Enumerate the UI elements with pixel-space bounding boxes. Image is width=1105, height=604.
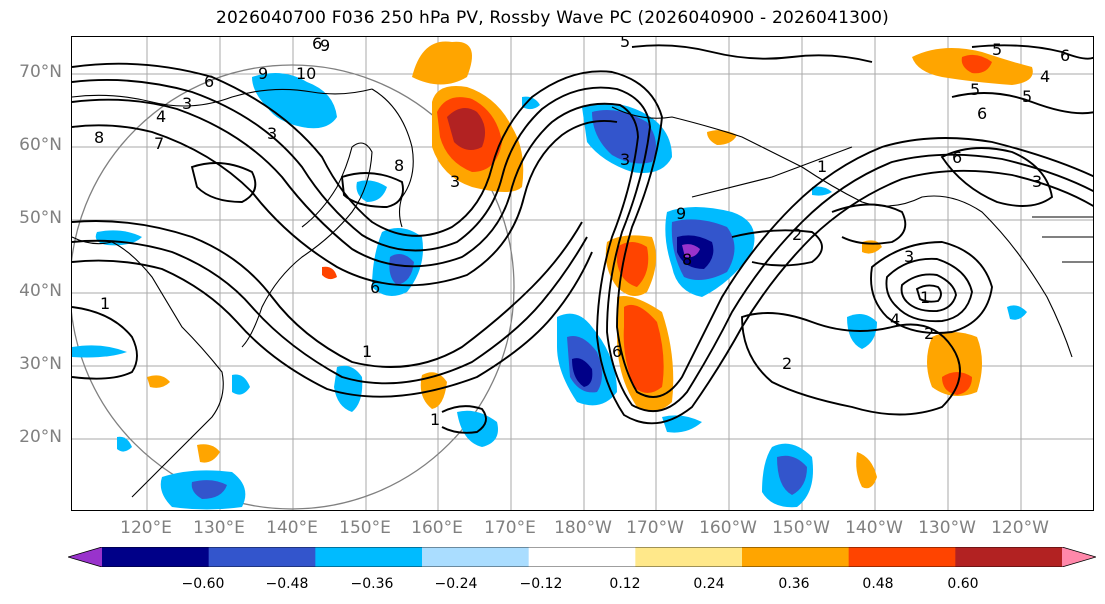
colorbar-tick: −0.36 [350, 576, 394, 592]
lon-label-160e: 160°E [411, 518, 463, 538]
lon-label-180w: 180°W [554, 518, 612, 538]
colorbar-tick: −0.12 [519, 576, 563, 592]
colorbar-svg [66, 546, 1098, 568]
colorbar-segment [208, 547, 316, 567]
contour-label: 8 [394, 156, 404, 175]
colorbar-tick: 0.60 [947, 576, 979, 592]
lat-label-60n: 60°N [19, 135, 62, 155]
contour-label: 3 [267, 124, 277, 143]
colorbar-segment [102, 547, 210, 567]
contour-label: 3 [182, 94, 192, 113]
lon-label-160w: 160°W [699, 518, 757, 538]
contour-label: 3 [450, 172, 460, 191]
colorbar-segment [315, 547, 423, 567]
contour-label: 6 [977, 104, 987, 123]
contour-value-labels: 9 10 6 3 4 8 7 3 8 3 6 1 6 1 6 9 8 3 9 1… [94, 37, 1070, 429]
colorbar-tick: 0.24 [693, 576, 725, 592]
contour-label: 1 [362, 342, 372, 361]
contour-label: 7 [154, 134, 164, 153]
contour-label: 6 [1060, 46, 1070, 65]
contour-label: 2 [924, 324, 934, 343]
contour-label: 8 [94, 128, 104, 147]
lon-label-130w: 130°W [918, 518, 976, 538]
contour-label: 6 [952, 148, 962, 167]
contour-label: 2 [792, 225, 802, 244]
contour-label: 6 [612, 342, 622, 361]
map-canvas: 9 10 6 3 4 8 7 3 8 3 6 1 6 1 6 9 8 3 9 1… [72, 37, 1093, 510]
colorbar-tick: −0.48 [265, 576, 309, 592]
contour-label: 9 [258, 64, 268, 83]
contour-label: 10 [296, 64, 316, 83]
lat-label-30n: 30°N [19, 354, 62, 374]
pv-contours [72, 44, 1093, 434]
colorbar-segment [742, 547, 850, 567]
contour-label: 3 [904, 247, 914, 266]
contour-label: 1 [817, 157, 827, 176]
contour-label: 6 [312, 37, 322, 53]
lon-label-120w: 120°W [991, 518, 1049, 538]
contour-label: 5 [992, 40, 1002, 59]
colorbar [66, 546, 1098, 568]
colorbar-segment [848, 547, 956, 567]
lon-label-140e: 140°E [266, 518, 318, 538]
contour-label: 4 [156, 107, 166, 126]
lon-label-150w: 150°W [772, 518, 830, 538]
chart-title: 2026040700 F036 250 hPa PV, Rossby Wave … [216, 8, 889, 28]
contour-label: 9 [320, 37, 330, 55]
contour-label: 5 [970, 80, 980, 99]
contour-label: 5 [620, 37, 630, 51]
colorbar-segment [1062, 547, 1096, 567]
colorbar-tick: 0.12 [609, 576, 641, 592]
lat-label-20n: 20°N [19, 427, 62, 447]
contour-label: 4 [890, 310, 900, 329]
contour-label: 1 [100, 294, 110, 313]
contour-label: 6 [370, 278, 380, 297]
contour-label: 6 [204, 72, 214, 91]
lon-label-170e: 170°E [484, 518, 536, 538]
lon-label-140w: 140°W [845, 518, 903, 538]
reference-circle [72, 64, 515, 510]
contour-label: 1 [430, 410, 440, 429]
lat-label-70n: 70°N [19, 62, 62, 82]
contour-label: 2 [782, 354, 792, 373]
contour-label: 9 [676, 204, 686, 223]
colorbar-segment [422, 547, 530, 567]
lon-label-120e: 120°E [120, 518, 172, 538]
lon-label-130e: 130°E [193, 518, 245, 538]
colorbar-tick: −0.60 [181, 576, 225, 592]
lat-label-40n: 40°N [19, 281, 62, 301]
colorbar-tick: −0.24 [434, 576, 478, 592]
lat-label-50n: 50°N [19, 208, 62, 228]
contour-label: 3 [620, 150, 630, 169]
colorbar-segment [528, 547, 636, 567]
lon-label-170w: 170°W [626, 518, 684, 538]
colorbar-tick: 0.48 [862, 576, 894, 592]
lon-label-150e: 150°E [339, 518, 391, 538]
contour-label: 5 [1022, 87, 1032, 106]
contour-label: 4 [1040, 67, 1050, 86]
contour-label: 8 [682, 250, 692, 269]
contour-label: 1 [920, 288, 930, 307]
map-panel: 9 10 6 3 4 8 7 3 8 3 6 1 6 1 6 9 8 3 9 1… [71, 36, 1094, 511]
colorbar-segment [955, 547, 1063, 567]
colorbar-tick: 0.36 [778, 576, 810, 592]
colorbar-segment [635, 547, 743, 567]
contour-label: 3 [1032, 172, 1042, 191]
